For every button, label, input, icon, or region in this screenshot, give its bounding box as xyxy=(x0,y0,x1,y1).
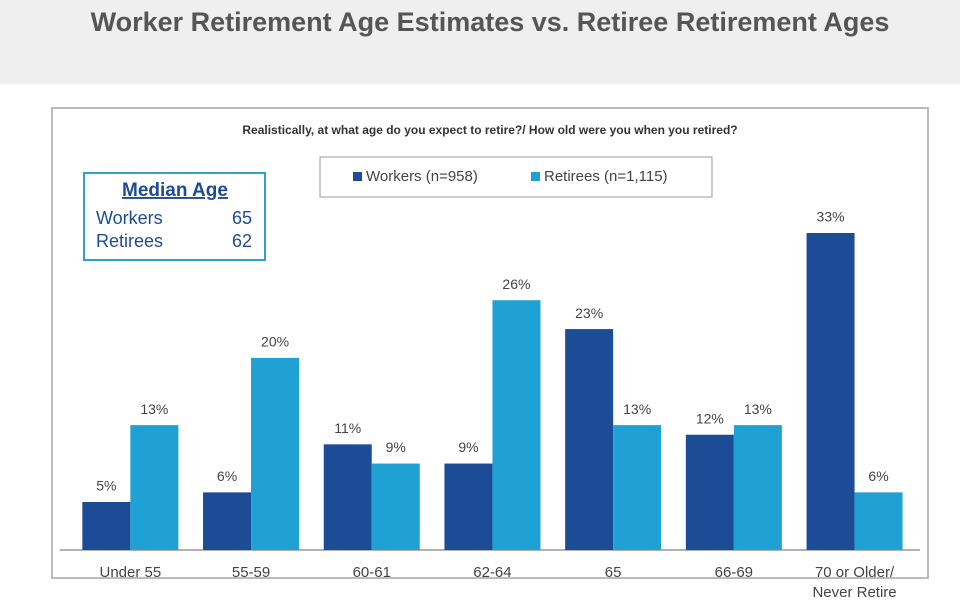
bar xyxy=(251,357,300,550)
value-label: 12% xyxy=(696,410,724,426)
value-label: 13% xyxy=(623,401,651,417)
bar xyxy=(82,501,131,550)
bar xyxy=(854,492,903,550)
chart-title: Worker Retirement Age Estimates vs. Reti… xyxy=(91,7,890,37)
x-tick-label: 66-69 xyxy=(714,564,754,581)
x-tick-label: 62-64 xyxy=(473,564,512,581)
x-tick-label: 60-61 xyxy=(352,564,391,581)
legend-box xyxy=(319,156,713,198)
value-label: 13% xyxy=(140,401,168,417)
median-label: Workers xyxy=(96,208,163,228)
median-label: Retirees xyxy=(96,231,163,251)
bar xyxy=(444,463,493,550)
x-tick-label: 65 xyxy=(604,564,622,581)
chart-frame xyxy=(51,107,929,579)
legend-swatch xyxy=(531,172,540,181)
bar xyxy=(371,463,420,550)
bar xyxy=(492,300,541,550)
legend-swatch xyxy=(353,172,362,181)
x-tick-label: Under 55 xyxy=(99,564,162,581)
value-label: 11% xyxy=(334,420,361,436)
median-title: Median Age xyxy=(122,180,228,201)
legend-label: Workers (n=958) xyxy=(366,168,478,185)
bar xyxy=(613,425,662,550)
legend-label: Retirees (n=1,115) xyxy=(544,168,668,185)
bar xyxy=(203,492,252,550)
bar xyxy=(565,329,614,550)
median-box xyxy=(83,172,266,261)
value-label: 6% xyxy=(868,468,888,484)
bar xyxy=(806,233,855,550)
x-tick-label: 70 or Older/ Never Retire xyxy=(812,564,897,601)
median-value: 65 xyxy=(232,208,252,228)
bar xyxy=(323,444,372,550)
value-label: 26% xyxy=(502,276,530,292)
bar xyxy=(685,434,734,550)
bar xyxy=(130,425,179,550)
bar xyxy=(733,425,782,550)
value-label: 13% xyxy=(744,401,772,417)
value-label: 33% xyxy=(817,209,845,225)
chart-subtitle: Realistically, at what age do you expect… xyxy=(242,123,737,137)
median-value: 62 xyxy=(232,231,252,251)
value-label: 9% xyxy=(386,439,406,455)
value-label: 6% xyxy=(217,468,237,484)
value-label: 23% xyxy=(575,305,603,321)
value-label: 9% xyxy=(458,439,478,455)
header-band xyxy=(0,0,960,84)
value-label: 5% xyxy=(96,478,116,494)
x-tick-label: 55-59 xyxy=(231,564,271,581)
value-label: 20% xyxy=(261,334,289,350)
